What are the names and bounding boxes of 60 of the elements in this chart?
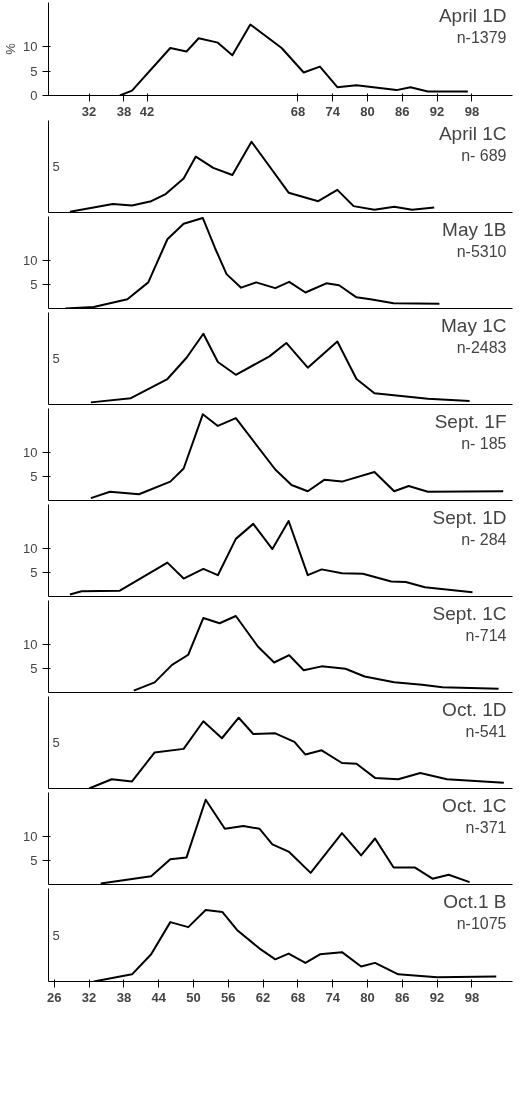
annotation: 5 (52, 735, 60, 750)
y-tick-label: 10 (23, 252, 38, 268)
x-tick-label: 56 (221, 989, 236, 1005)
annotation: 5 (52, 927, 60, 943)
y-tick-label: 10 (23, 540, 38, 556)
x-tick-label: 98 (464, 989, 480, 1005)
y-tick-label: 5 (30, 564, 38, 580)
annotation: n-2483 (456, 338, 507, 356)
x-tick-label: 62 (255, 989, 271, 1005)
x-tick-label: 80 (360, 103, 375, 119)
y-tick-label: 10 (23, 828, 38, 844)
y-tick-label: 5 (30, 852, 38, 868)
y-tick-label: 10 (23, 444, 38, 460)
chart-title: Sept. 1C (432, 602, 507, 624)
x-tick-label: 74 (325, 103, 341, 119)
annotation: n- 185 (461, 434, 507, 452)
x-tick-label: 38 (116, 103, 132, 119)
annotation: n- 284 (461, 530, 507, 548)
chart-title: May 1B (442, 218, 507, 240)
x-tick-label: 50 (186, 989, 201, 1005)
x-tick-label: 38 (116, 989, 132, 1005)
y-tick-label: 5 (30, 276, 38, 292)
chart-title: Oct. 1D (442, 698, 507, 720)
annotation: n-1379 (456, 28, 507, 46)
annotation: n-714 (465, 626, 507, 644)
chart-title: Oct.1 B (443, 890, 507, 912)
y-tick-label: 10 (23, 39, 38, 55)
chart-title: Oct. 1C (442, 794, 507, 816)
annotation: n-5310 (456, 242, 507, 260)
x-tick-label: 32 (81, 989, 97, 1005)
y-tick-label: 5 (30, 63, 38, 79)
y-tick-label: 5 (30, 468, 38, 484)
y-tick-label: 5 (30, 660, 38, 676)
annotation: n-1075 (456, 914, 507, 932)
x-tick-label: 74 (325, 989, 341, 1005)
chart-title: April 1D (438, 4, 507, 26)
chart-title: Sept. 1D (432, 506, 507, 528)
x-tick-label: 42 (139, 103, 155, 119)
y-tick-label: 10 (23, 636, 38, 652)
annotation: 5 (52, 159, 60, 174)
x-tick-label: 80 (360, 989, 375, 1005)
annotation: n-541 (465, 722, 507, 740)
x-tick-label: 98 (464, 103, 480, 119)
chart-title: May 1C (441, 314, 507, 336)
x-tick-label: 92 (429, 989, 445, 1005)
x-tick-label: 44 (151, 989, 167, 1005)
annotation: n-371 (465, 818, 507, 836)
x-tick-label: 26 (47, 989, 62, 1005)
chart-title: Sept. 1F (434, 410, 507, 432)
x-tick-label: 92 (429, 103, 445, 119)
x-tick-label: 86 (395, 103, 410, 119)
annotation: 5 (52, 351, 60, 366)
x-tick-label: 68 (290, 989, 306, 1005)
chart-title: April 1C (438, 122, 507, 144)
x-tick-label: 32 (81, 103, 97, 119)
x-tick-label: 68 (290, 103, 306, 119)
y-tick-label: 0 (30, 88, 38, 103)
annotation: n- 689 (461, 146, 507, 164)
x-tick-label: 86 (395, 989, 410, 1005)
y-axis-title: % (3, 42, 19, 55)
